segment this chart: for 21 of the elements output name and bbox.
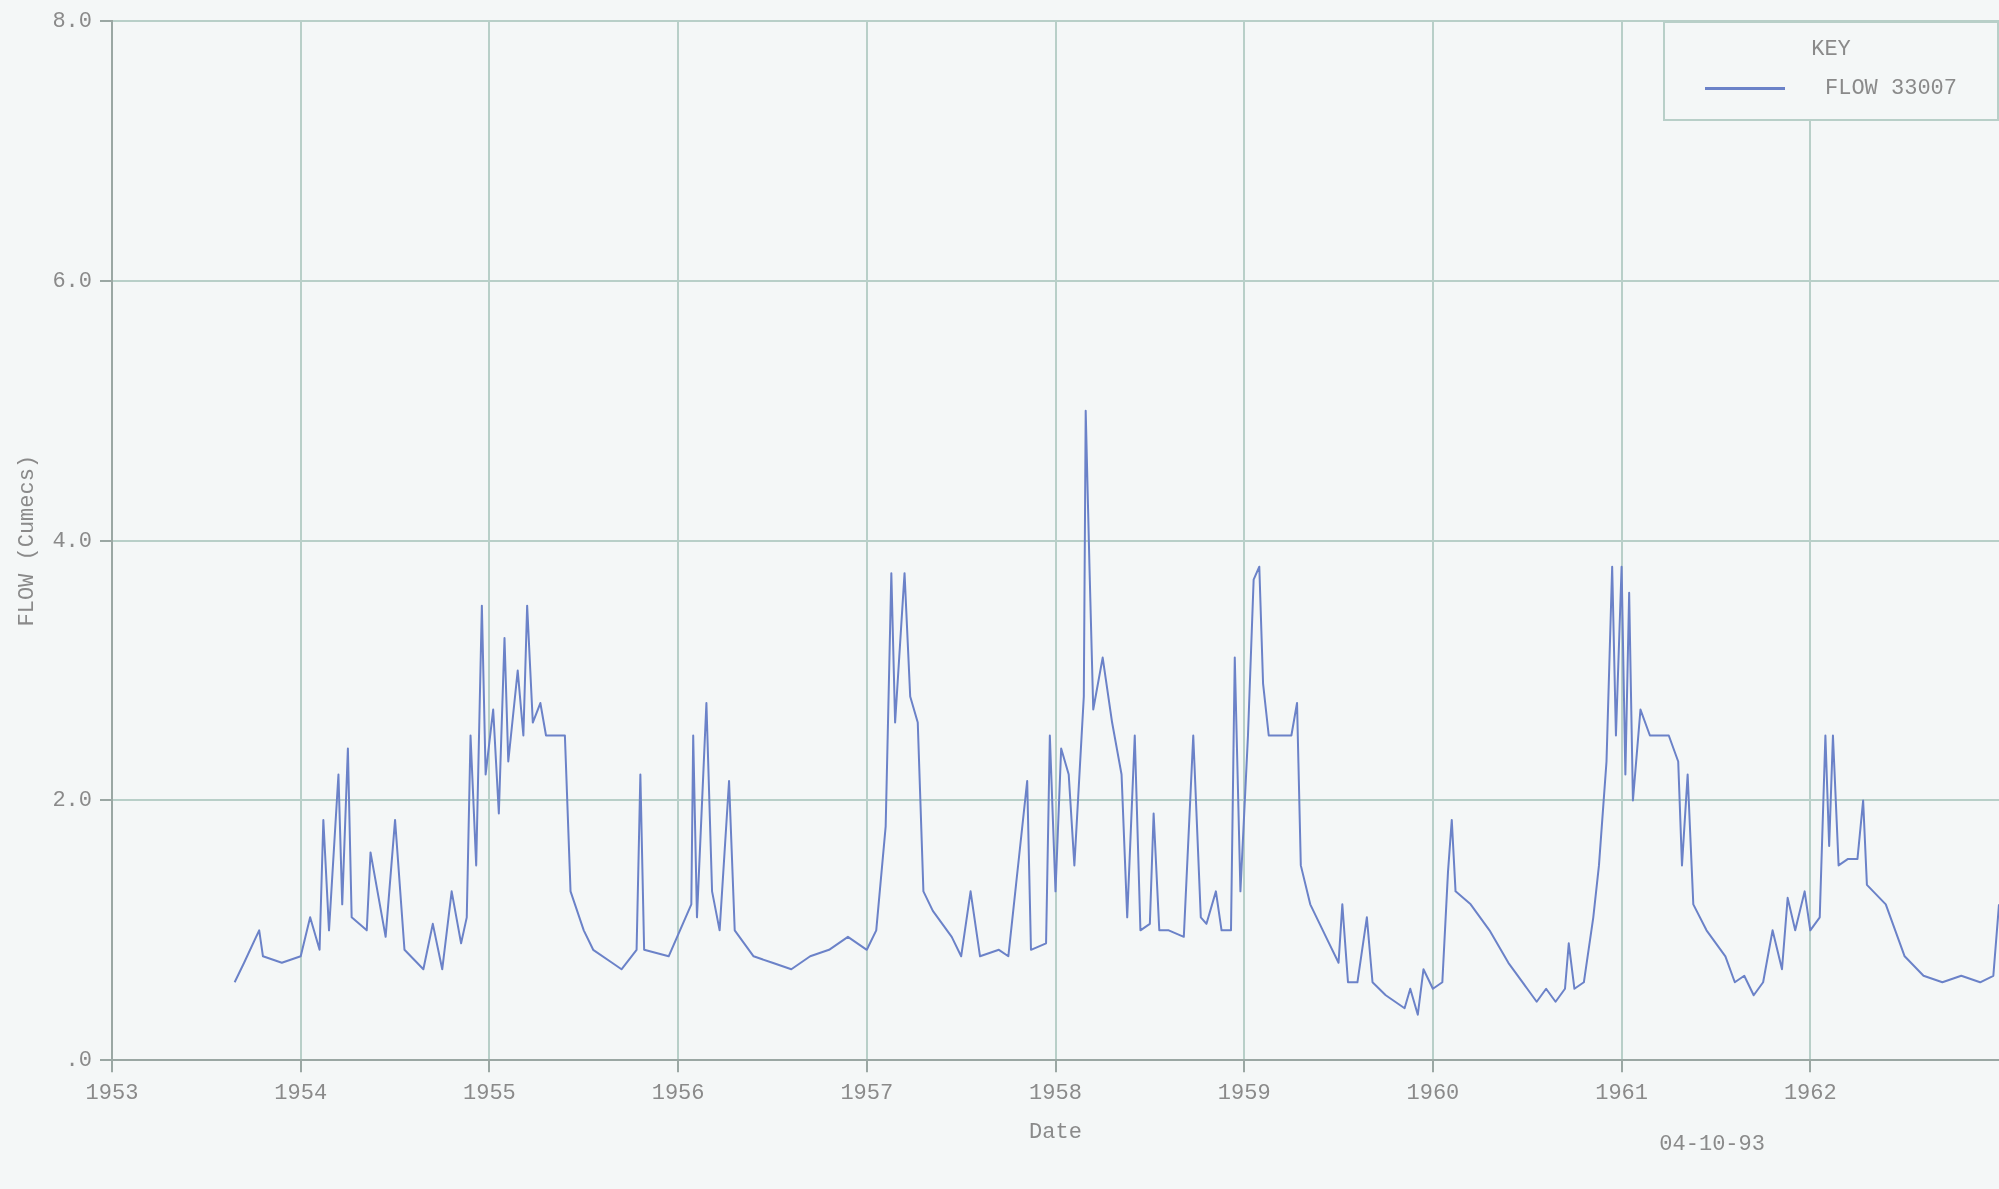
text: 04-10-93 xyxy=(1659,1132,1765,1158)
x-axis-title: Date xyxy=(1029,1119,1082,1145)
x-tick-label: 1962 xyxy=(1783,1081,1837,1107)
y-tick-label: 6.0 xyxy=(52,268,93,294)
legend-label: FLOW 33007 xyxy=(1824,76,1958,102)
y-tick-label: 4.0 xyxy=(52,528,93,554)
x-tick-label: 1957 xyxy=(840,1081,894,1107)
x-tick-label: 1955 xyxy=(463,1081,516,1107)
x-tick-label: 1958 xyxy=(1029,1081,1082,1107)
x-tick-label: 1961 xyxy=(1595,1081,1649,1107)
x-tick-label: 1960 xyxy=(1406,1081,1460,1107)
x-tick-label: 1954 xyxy=(274,1081,328,1107)
legend-title: KEY xyxy=(1810,37,1852,63)
y-axis-title: FLOW (Cumecs) xyxy=(15,454,41,627)
x-tick-label: 1959 xyxy=(1217,1081,1271,1107)
y-tick-label: 8.0 xyxy=(52,9,93,35)
y-tick-label: 2.0 xyxy=(52,788,93,814)
x-tick-label: 1953 xyxy=(85,1081,139,1107)
legend-key-box: KEY FLOW 33007 xyxy=(1663,21,1999,122)
x-tick-label: 1956 xyxy=(651,1081,705,1107)
y-tick-label: .0 xyxy=(65,1048,93,1074)
